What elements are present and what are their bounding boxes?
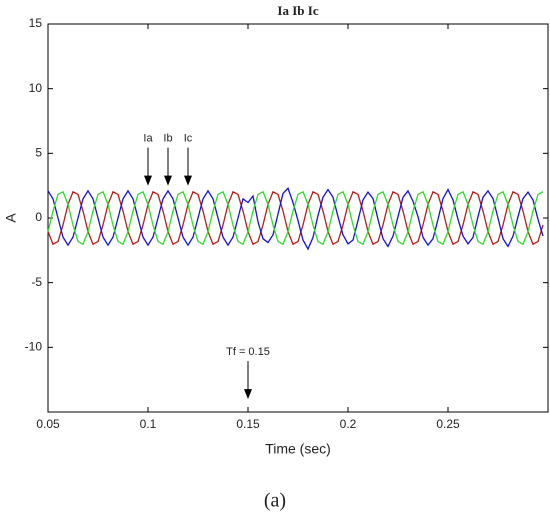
y-tick-label: 10 xyxy=(29,81,43,95)
y-tick-label: 5 xyxy=(35,146,42,160)
series-line xyxy=(47,190,544,246)
arrow-head xyxy=(244,389,252,400)
y-tick-label: 15 xyxy=(29,16,43,30)
chart-title: Ia Ib Ic xyxy=(277,3,318,18)
caption: (a) xyxy=(264,490,286,512)
annotation-label: Tf = 0.15 xyxy=(226,346,270,358)
arrow-head xyxy=(164,175,172,186)
y-tick-label: -10 xyxy=(25,340,43,354)
x-axis-label: Time (sec) xyxy=(265,441,331,457)
x-tick-label: 0.25 xyxy=(436,417,460,431)
annotation-label: Ic xyxy=(184,133,193,145)
series-line xyxy=(47,187,544,251)
x-tick-label: 0.1 xyxy=(140,417,157,431)
annotation-label: Ia xyxy=(143,133,153,145)
arrow-head xyxy=(184,175,192,186)
y-tick-label: 0 xyxy=(35,210,42,224)
series-line xyxy=(47,190,544,246)
x-tick-label: 0.2 xyxy=(340,417,357,431)
x-tick-label: 0.15 xyxy=(236,417,260,431)
annotation-label: Ib xyxy=(163,133,172,145)
y-tick-label: -5 xyxy=(31,275,42,289)
y-axis-label: A xyxy=(3,213,19,223)
plot-area xyxy=(47,23,549,413)
arrow-head xyxy=(144,175,152,186)
x-tick-label: 0.05 xyxy=(36,417,60,431)
